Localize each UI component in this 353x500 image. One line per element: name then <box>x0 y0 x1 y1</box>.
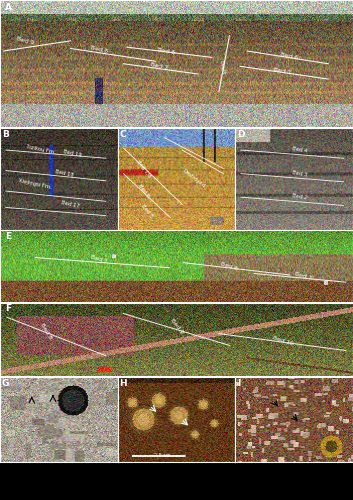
Text: Bed 7/8: Bed 7/8 <box>135 159 152 178</box>
Text: H: H <box>119 378 127 388</box>
Text: Bed 6: Bed 6 <box>220 261 239 272</box>
Text: D: D <box>237 130 244 139</box>
Text: Fault: Fault <box>219 60 226 76</box>
Text: Bed 19: Bed 19 <box>63 148 83 158</box>
Text: Bed 4: Bed 4 <box>292 146 308 154</box>
Text: Bed 6: Bed 6 <box>157 47 175 55</box>
Text: Bed 17: Bed 17 <box>61 200 80 209</box>
Text: I: I <box>237 378 240 388</box>
Text: C: C <box>119 130 126 139</box>
Text: Bed 5: Bed 5 <box>140 204 154 219</box>
Text: Bed 8: Bed 8 <box>90 46 108 54</box>
Text: Bed 2: Bed 2 <box>292 194 308 201</box>
Text: G: G <box>2 378 9 388</box>
Text: Tizikou Fm.: Tizikou Fm. <box>26 144 56 156</box>
Text: Xiejingsi Fm.: Xiejingsi Fm. <box>18 178 52 190</box>
Text: F: F <box>5 304 11 314</box>
Text: Bed 8: Bed 8 <box>39 322 53 340</box>
Text: B: B <box>2 130 8 139</box>
Text: Bed 18: Bed 18 <box>55 169 74 178</box>
Text: Destroyed: Destroyed <box>182 168 206 189</box>
Text: Bed 9: Bed 9 <box>15 36 34 46</box>
Text: Bed 6: Bed 6 <box>137 184 150 198</box>
Text: Bed 5: Bed 5 <box>90 254 108 264</box>
Text: Bed 7: Bed 7 <box>149 62 168 70</box>
Text: E: E <box>5 232 11 241</box>
Text: Bed 7: Bed 7 <box>273 67 292 76</box>
Text: 2.5 cm: 2.5 cm <box>154 453 170 458</box>
Text: Bed 7: Bed 7 <box>294 272 313 281</box>
Text: Bed 9: Bed 9 <box>169 318 184 335</box>
Text: Bed 3: Bed 3 <box>292 170 308 177</box>
Text: Bed 6: Bed 6 <box>280 52 299 60</box>
Text: Bed 10: Bed 10 <box>271 335 294 346</box>
Text: A: A <box>5 3 12 12</box>
